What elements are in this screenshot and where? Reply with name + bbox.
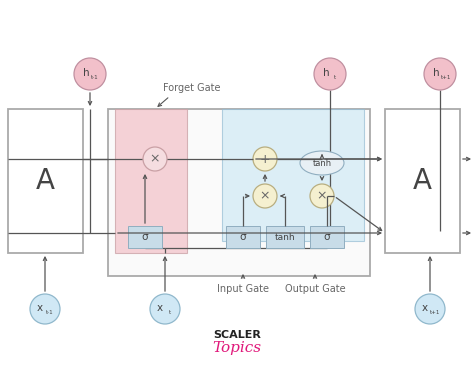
Circle shape: [253, 184, 277, 208]
Text: σ: σ: [324, 232, 330, 242]
Circle shape: [30, 294, 60, 324]
Circle shape: [143, 147, 167, 171]
Text: h: h: [82, 68, 89, 78]
Text: +: +: [260, 152, 270, 165]
Text: A: A: [36, 167, 55, 195]
Circle shape: [415, 294, 445, 324]
Bar: [222, 109, 364, 241]
Text: x: x: [422, 303, 428, 313]
Bar: [108, 109, 370, 276]
Text: tanh: tanh: [275, 232, 295, 242]
Text: σ: σ: [142, 232, 148, 242]
Bar: [310, 226, 344, 248]
Circle shape: [253, 147, 277, 171]
Circle shape: [74, 58, 106, 90]
Bar: [115, 109, 187, 253]
Text: h: h: [323, 68, 329, 78]
Ellipse shape: [300, 151, 344, 175]
Text: x: x: [37, 303, 43, 313]
Text: ×: ×: [317, 189, 327, 202]
Text: Input Gate: Input Gate: [217, 284, 269, 294]
Bar: [266, 226, 304, 248]
Bar: [226, 226, 260, 248]
Text: x: x: [157, 303, 163, 313]
Text: A: A: [412, 167, 431, 195]
Text: Output Gate: Output Gate: [285, 284, 346, 294]
Text: h: h: [433, 68, 439, 78]
Text: t+1: t+1: [441, 75, 451, 80]
Circle shape: [424, 58, 456, 90]
Text: t: t: [169, 311, 171, 315]
Bar: [385, 109, 460, 253]
Circle shape: [150, 294, 180, 324]
Bar: [8, 109, 83, 253]
Text: t: t: [334, 75, 336, 80]
Text: Forget Gate: Forget Gate: [163, 83, 221, 93]
Circle shape: [314, 58, 346, 90]
Text: Topics: Topics: [212, 341, 262, 355]
Circle shape: [310, 184, 334, 208]
Text: ×: ×: [150, 152, 160, 165]
Text: t+1: t+1: [430, 311, 440, 315]
Text: SCALER: SCALER: [213, 330, 261, 340]
Text: t-1: t-1: [91, 75, 99, 80]
Text: σ: σ: [240, 232, 246, 242]
Bar: [128, 226, 162, 248]
Text: t-1: t-1: [46, 311, 54, 315]
Text: ×: ×: [260, 189, 270, 202]
Text: tanh: tanh: [312, 158, 331, 168]
